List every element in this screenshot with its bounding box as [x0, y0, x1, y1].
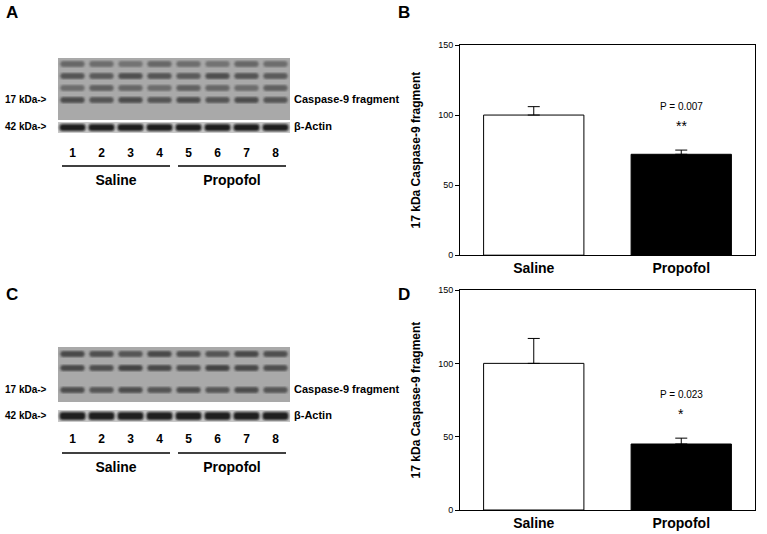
svg-text:100: 100 — [438, 359, 453, 369]
svg-text:2: 2 — [98, 146, 105, 160]
svg-text:4: 4 — [156, 146, 163, 160]
svg-text:Saline: Saline — [95, 459, 136, 475]
svg-text:**: ** — [676, 118, 687, 134]
svg-text:β-Actin: β-Actin — [294, 120, 332, 132]
svg-text:B: B — [398, 3, 410, 22]
svg-text:Saline: Saline — [513, 515, 554, 531]
svg-text:D: D — [398, 285, 410, 304]
svg-text:Propofol: Propofol — [652, 515, 710, 531]
svg-text:3: 3 — [127, 146, 134, 160]
svg-text:5: 5 — [185, 432, 192, 446]
svg-text:7: 7 — [243, 146, 250, 160]
svg-text:42 kDa->: 42 kDa-> — [5, 410, 47, 421]
svg-text:0: 0 — [448, 505, 453, 515]
svg-text:A: A — [6, 3, 18, 22]
svg-text:C: C — [6, 285, 18, 304]
svg-text:Caspase-9 fragment: Caspase-9 fragment — [294, 93, 399, 105]
svg-text:17 kDa->: 17 kDa-> — [5, 384, 47, 395]
svg-text:1: 1 — [69, 432, 76, 446]
svg-text:*: * — [678, 406, 684, 422]
svg-text:150: 150 — [438, 40, 453, 50]
svg-text:100: 100 — [438, 110, 453, 120]
svg-text:17 kDa Caspase-9 fragment: 17 kDa Caspase-9 fragment — [409, 72, 423, 229]
svg-text:50: 50 — [443, 180, 453, 190]
svg-text:6: 6 — [214, 146, 221, 160]
svg-text:8: 8 — [272, 146, 279, 160]
svg-text:2: 2 — [98, 432, 105, 446]
svg-text:Propofol: Propofol — [652, 260, 710, 276]
svg-text:7: 7 — [243, 432, 250, 446]
svg-text:50: 50 — [443, 432, 453, 442]
svg-text:17 kDa Caspase-9 fragment: 17 kDa Caspase-9 fragment — [409, 322, 423, 479]
svg-text:Propofol: Propofol — [203, 172, 261, 188]
svg-text:42 kDa->: 42 kDa-> — [5, 121, 47, 132]
svg-text:8: 8 — [272, 432, 279, 446]
svg-text:150: 150 — [438, 285, 453, 295]
svg-text:6: 6 — [214, 432, 221, 446]
svg-text:17 kDa->: 17 kDa-> — [5, 94, 47, 105]
svg-text:Caspase-9 fragment: Caspase-9 fragment — [294, 383, 399, 395]
svg-text:P = 0.007: P = 0.007 — [660, 101, 703, 112]
svg-text:0: 0 — [448, 250, 453, 260]
svg-text:1: 1 — [69, 146, 76, 160]
svg-text:Saline: Saline — [513, 260, 554, 276]
svg-text:P = 0.023: P = 0.023 — [660, 389, 703, 400]
svg-text:3: 3 — [127, 432, 134, 446]
svg-text:β-Actin: β-Actin — [294, 409, 332, 421]
svg-text:5: 5 — [185, 146, 192, 160]
svg-text:4: 4 — [156, 432, 163, 446]
svg-text:Propofol: Propofol — [203, 459, 261, 475]
svg-text:Saline: Saline — [95, 172, 136, 188]
